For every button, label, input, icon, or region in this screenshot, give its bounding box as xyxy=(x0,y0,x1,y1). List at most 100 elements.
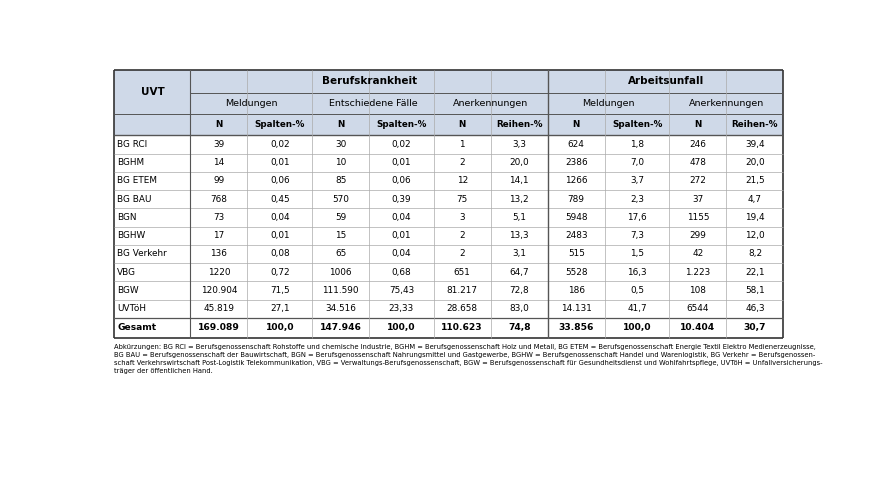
Text: Anerkennungen: Anerkennungen xyxy=(453,99,528,108)
Text: 39: 39 xyxy=(214,140,225,149)
Text: 27,1: 27,1 xyxy=(270,304,290,313)
Text: 2,3: 2,3 xyxy=(630,195,644,204)
Text: 0,01: 0,01 xyxy=(392,158,412,167)
Bar xyxy=(670,114,726,136)
Text: 768: 768 xyxy=(210,195,228,204)
Text: 1006: 1006 xyxy=(330,268,351,277)
Text: 65: 65 xyxy=(335,249,346,259)
Text: 81.217: 81.217 xyxy=(446,286,478,295)
Text: 570: 570 xyxy=(332,195,349,204)
Text: 108: 108 xyxy=(690,286,706,295)
Text: 74,8: 74,8 xyxy=(508,324,530,332)
Text: 58,1: 58,1 xyxy=(745,286,765,295)
Text: 515: 515 xyxy=(568,249,585,259)
Text: 169.089: 169.089 xyxy=(198,324,240,332)
Text: BG ETEM: BG ETEM xyxy=(117,176,157,185)
Text: N: N xyxy=(337,120,344,129)
Text: BGHM: BGHM xyxy=(117,158,144,167)
Text: 0,04: 0,04 xyxy=(392,213,412,222)
Bar xyxy=(670,93,783,114)
Text: 17: 17 xyxy=(214,231,225,240)
Text: 14: 14 xyxy=(214,158,225,167)
Text: 1,5: 1,5 xyxy=(630,249,644,259)
Bar xyxy=(114,70,190,136)
Text: 110.623: 110.623 xyxy=(441,324,483,332)
Text: 8,2: 8,2 xyxy=(748,249,762,259)
Text: 14.131: 14.131 xyxy=(561,304,592,313)
Text: 120.904: 120.904 xyxy=(201,286,237,295)
Text: 0,45: 0,45 xyxy=(270,195,290,204)
Text: N: N xyxy=(215,120,222,129)
Text: N: N xyxy=(573,120,580,129)
Text: 45.819: 45.819 xyxy=(203,304,235,313)
Text: 39,4: 39,4 xyxy=(746,140,765,149)
Text: Reihen-%: Reihen-% xyxy=(732,120,778,129)
Text: Spalten-%: Spalten-% xyxy=(376,120,426,129)
Text: 59: 59 xyxy=(335,213,346,222)
Text: 33.856: 33.856 xyxy=(559,324,594,332)
Bar xyxy=(190,93,312,114)
Text: 147.946: 147.946 xyxy=(320,324,362,332)
Text: 1266: 1266 xyxy=(565,176,588,185)
Text: 111.590: 111.590 xyxy=(323,286,359,295)
Text: 0,39: 0,39 xyxy=(392,195,412,204)
Text: 34.516: 34.516 xyxy=(325,304,356,313)
Text: 19,4: 19,4 xyxy=(746,213,765,222)
Text: 1220: 1220 xyxy=(208,268,230,277)
Bar xyxy=(312,93,433,114)
Text: 17,6: 17,6 xyxy=(627,213,647,222)
Bar xyxy=(726,114,783,136)
Text: Reihen-%: Reihen-% xyxy=(496,120,542,129)
Bar xyxy=(491,114,548,136)
Text: 75,43: 75,43 xyxy=(389,286,414,295)
Text: 28.658: 28.658 xyxy=(446,304,478,313)
Text: 1: 1 xyxy=(460,140,465,149)
Text: 30: 30 xyxy=(335,140,346,149)
Bar xyxy=(114,318,783,338)
Text: 2483: 2483 xyxy=(565,231,588,240)
Text: Arbeitsunfall: Arbeitsunfall xyxy=(628,77,704,87)
Text: 299: 299 xyxy=(690,231,706,240)
Text: 10.404: 10.404 xyxy=(680,324,716,332)
Text: 7,3: 7,3 xyxy=(630,231,644,240)
Text: 186: 186 xyxy=(568,286,585,295)
Bar xyxy=(605,114,670,136)
Text: 100,0: 100,0 xyxy=(623,324,651,332)
Text: 0,01: 0,01 xyxy=(270,231,290,240)
Text: 10: 10 xyxy=(335,158,346,167)
Text: 46,3: 46,3 xyxy=(746,304,765,313)
Text: BG RCI: BG RCI xyxy=(117,140,147,149)
Bar xyxy=(548,70,783,93)
Text: 246: 246 xyxy=(690,140,706,149)
Text: BG Verkehr: BG Verkehr xyxy=(117,249,167,259)
Text: N: N xyxy=(459,120,466,129)
Bar xyxy=(114,245,783,263)
Text: 6544: 6544 xyxy=(686,304,709,313)
Text: Spalten-%: Spalten-% xyxy=(255,120,305,129)
Text: 13,3: 13,3 xyxy=(509,231,529,240)
Text: 651: 651 xyxy=(453,268,471,277)
Text: 73: 73 xyxy=(214,213,225,222)
Text: 100,0: 100,0 xyxy=(265,324,294,332)
Text: 1,8: 1,8 xyxy=(630,140,644,149)
Bar xyxy=(248,114,312,136)
Bar xyxy=(114,227,783,245)
Text: UVTöH: UVTöH xyxy=(117,304,146,313)
Text: Spalten-%: Spalten-% xyxy=(612,120,662,129)
Text: 23,33: 23,33 xyxy=(389,304,414,313)
Text: BG BAU: BG BAU xyxy=(117,195,152,204)
Text: Berufskrankheit: Berufskrankheit xyxy=(322,77,417,87)
Text: 0,04: 0,04 xyxy=(392,249,412,259)
Text: 12,0: 12,0 xyxy=(746,231,765,240)
Text: 0,06: 0,06 xyxy=(392,176,412,185)
Bar xyxy=(369,114,433,136)
Bar xyxy=(114,136,783,154)
Text: 5948: 5948 xyxy=(565,213,588,222)
Text: BGHW: BGHW xyxy=(117,231,146,240)
Text: 0,08: 0,08 xyxy=(270,249,290,259)
Text: 30,7: 30,7 xyxy=(744,324,766,332)
Text: 0,72: 0,72 xyxy=(270,268,290,277)
Text: 0,02: 0,02 xyxy=(270,140,290,149)
Text: 42: 42 xyxy=(692,249,704,259)
Text: 136: 136 xyxy=(210,249,228,259)
